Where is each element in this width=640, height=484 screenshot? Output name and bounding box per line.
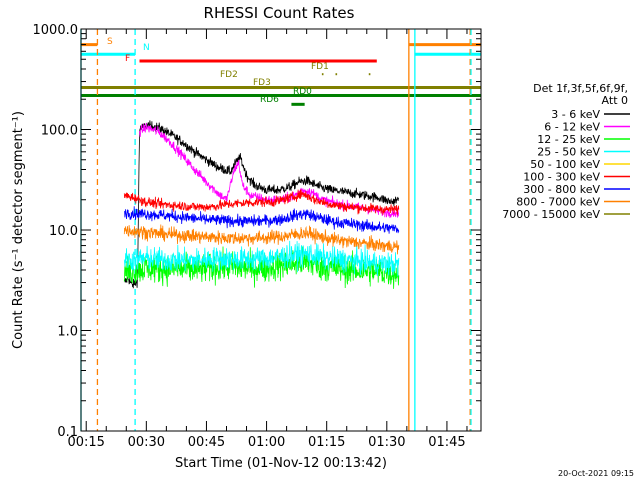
x-tick-label: 00:15	[67, 435, 104, 450]
series-layer	[123, 120, 400, 289]
series-line-25-50-kev	[123, 240, 400, 277]
y-tick-label: 1.0	[57, 325, 78, 340]
legend-label-100-300-kev: 100 - 300 keV	[523, 171, 600, 184]
legend-label-50-100-kev: 50 - 100 keV	[530, 158, 600, 171]
x-tick-label: 01:45	[428, 435, 465, 450]
legend-header-line-1: Det 1f,3f,5f,6f,9f,	[533, 82, 628, 95]
legend-label-300-800-kev: 300 - 800 keV	[523, 183, 600, 196]
state-label-rd6: RD6	[260, 95, 279, 105]
chart-title: RHESSI Count Rates	[204, 4, 355, 22]
state-label-s: S	[107, 37, 113, 47]
legend-label-25-50-kev: 25 - 50 keV	[537, 146, 600, 159]
generation-timestamp: 20-Oct-2021 09:15	[558, 469, 634, 478]
state-label-fd1: FD1	[311, 62, 329, 72]
y-tick-label: 100.0	[41, 124, 78, 139]
y-tick-label: 0.1	[57, 425, 78, 440]
y-tick-label: 10.0	[49, 224, 78, 239]
legend-header-line-2: Att 0	[602, 94, 628, 107]
state-label-fd3: FD3	[253, 78, 271, 88]
legend-label-7000-15000-kev: 7000 - 15000 keV	[502, 208, 600, 221]
state-label-rd0: RD0	[293, 87, 312, 97]
state-label-n: N	[143, 43, 150, 53]
state-label-f: F	[125, 54, 130, 64]
legend-label-3-6-kev: 3 - 6 keV	[551, 108, 600, 121]
series-line-800-7000-kev	[123, 224, 400, 255]
x-axis-label: Start Time (01-Nov-12 00:13:42)	[175, 456, 387, 471]
x-tick-label: 01:00	[248, 435, 285, 450]
x-axis: 00:15 00:30 00:45 01:00 01:15 01:30 01:45	[67, 29, 468, 450]
state-bars-layer: S N F FD1 FD2 FD3 RD0 RD6	[81, 37, 481, 106]
state-boundary-lines	[80, 29, 472, 431]
x-tick-label: 00:45	[188, 435, 225, 450]
legend-label-6-12-kev: 6 - 12 keV	[544, 121, 600, 134]
series-line-12-25-kev	[123, 246, 400, 289]
y-axis-label: Count Rate (s⁻¹ detector segment⁻¹)	[11, 111, 26, 349]
series-line-300-800-kev	[124, 206, 400, 234]
x-tick-label: 00:30	[128, 435, 165, 450]
legend-label-12-25-kev: 12 - 25 keV	[537, 133, 600, 146]
state-label-fd2: FD2	[220, 70, 238, 80]
x-tick-label: 01:30	[368, 435, 405, 450]
plot-frame	[80, 28, 482, 432]
series-line-100-300-kev	[123, 189, 400, 216]
legend-label-800-7000-kev: 800 - 7000 keV	[516, 196, 600, 209]
x-tick-label: 01:15	[308, 435, 345, 450]
series-line-3-6-kev	[123, 120, 400, 289]
y-tick-label: 1000.0	[33, 23, 79, 38]
